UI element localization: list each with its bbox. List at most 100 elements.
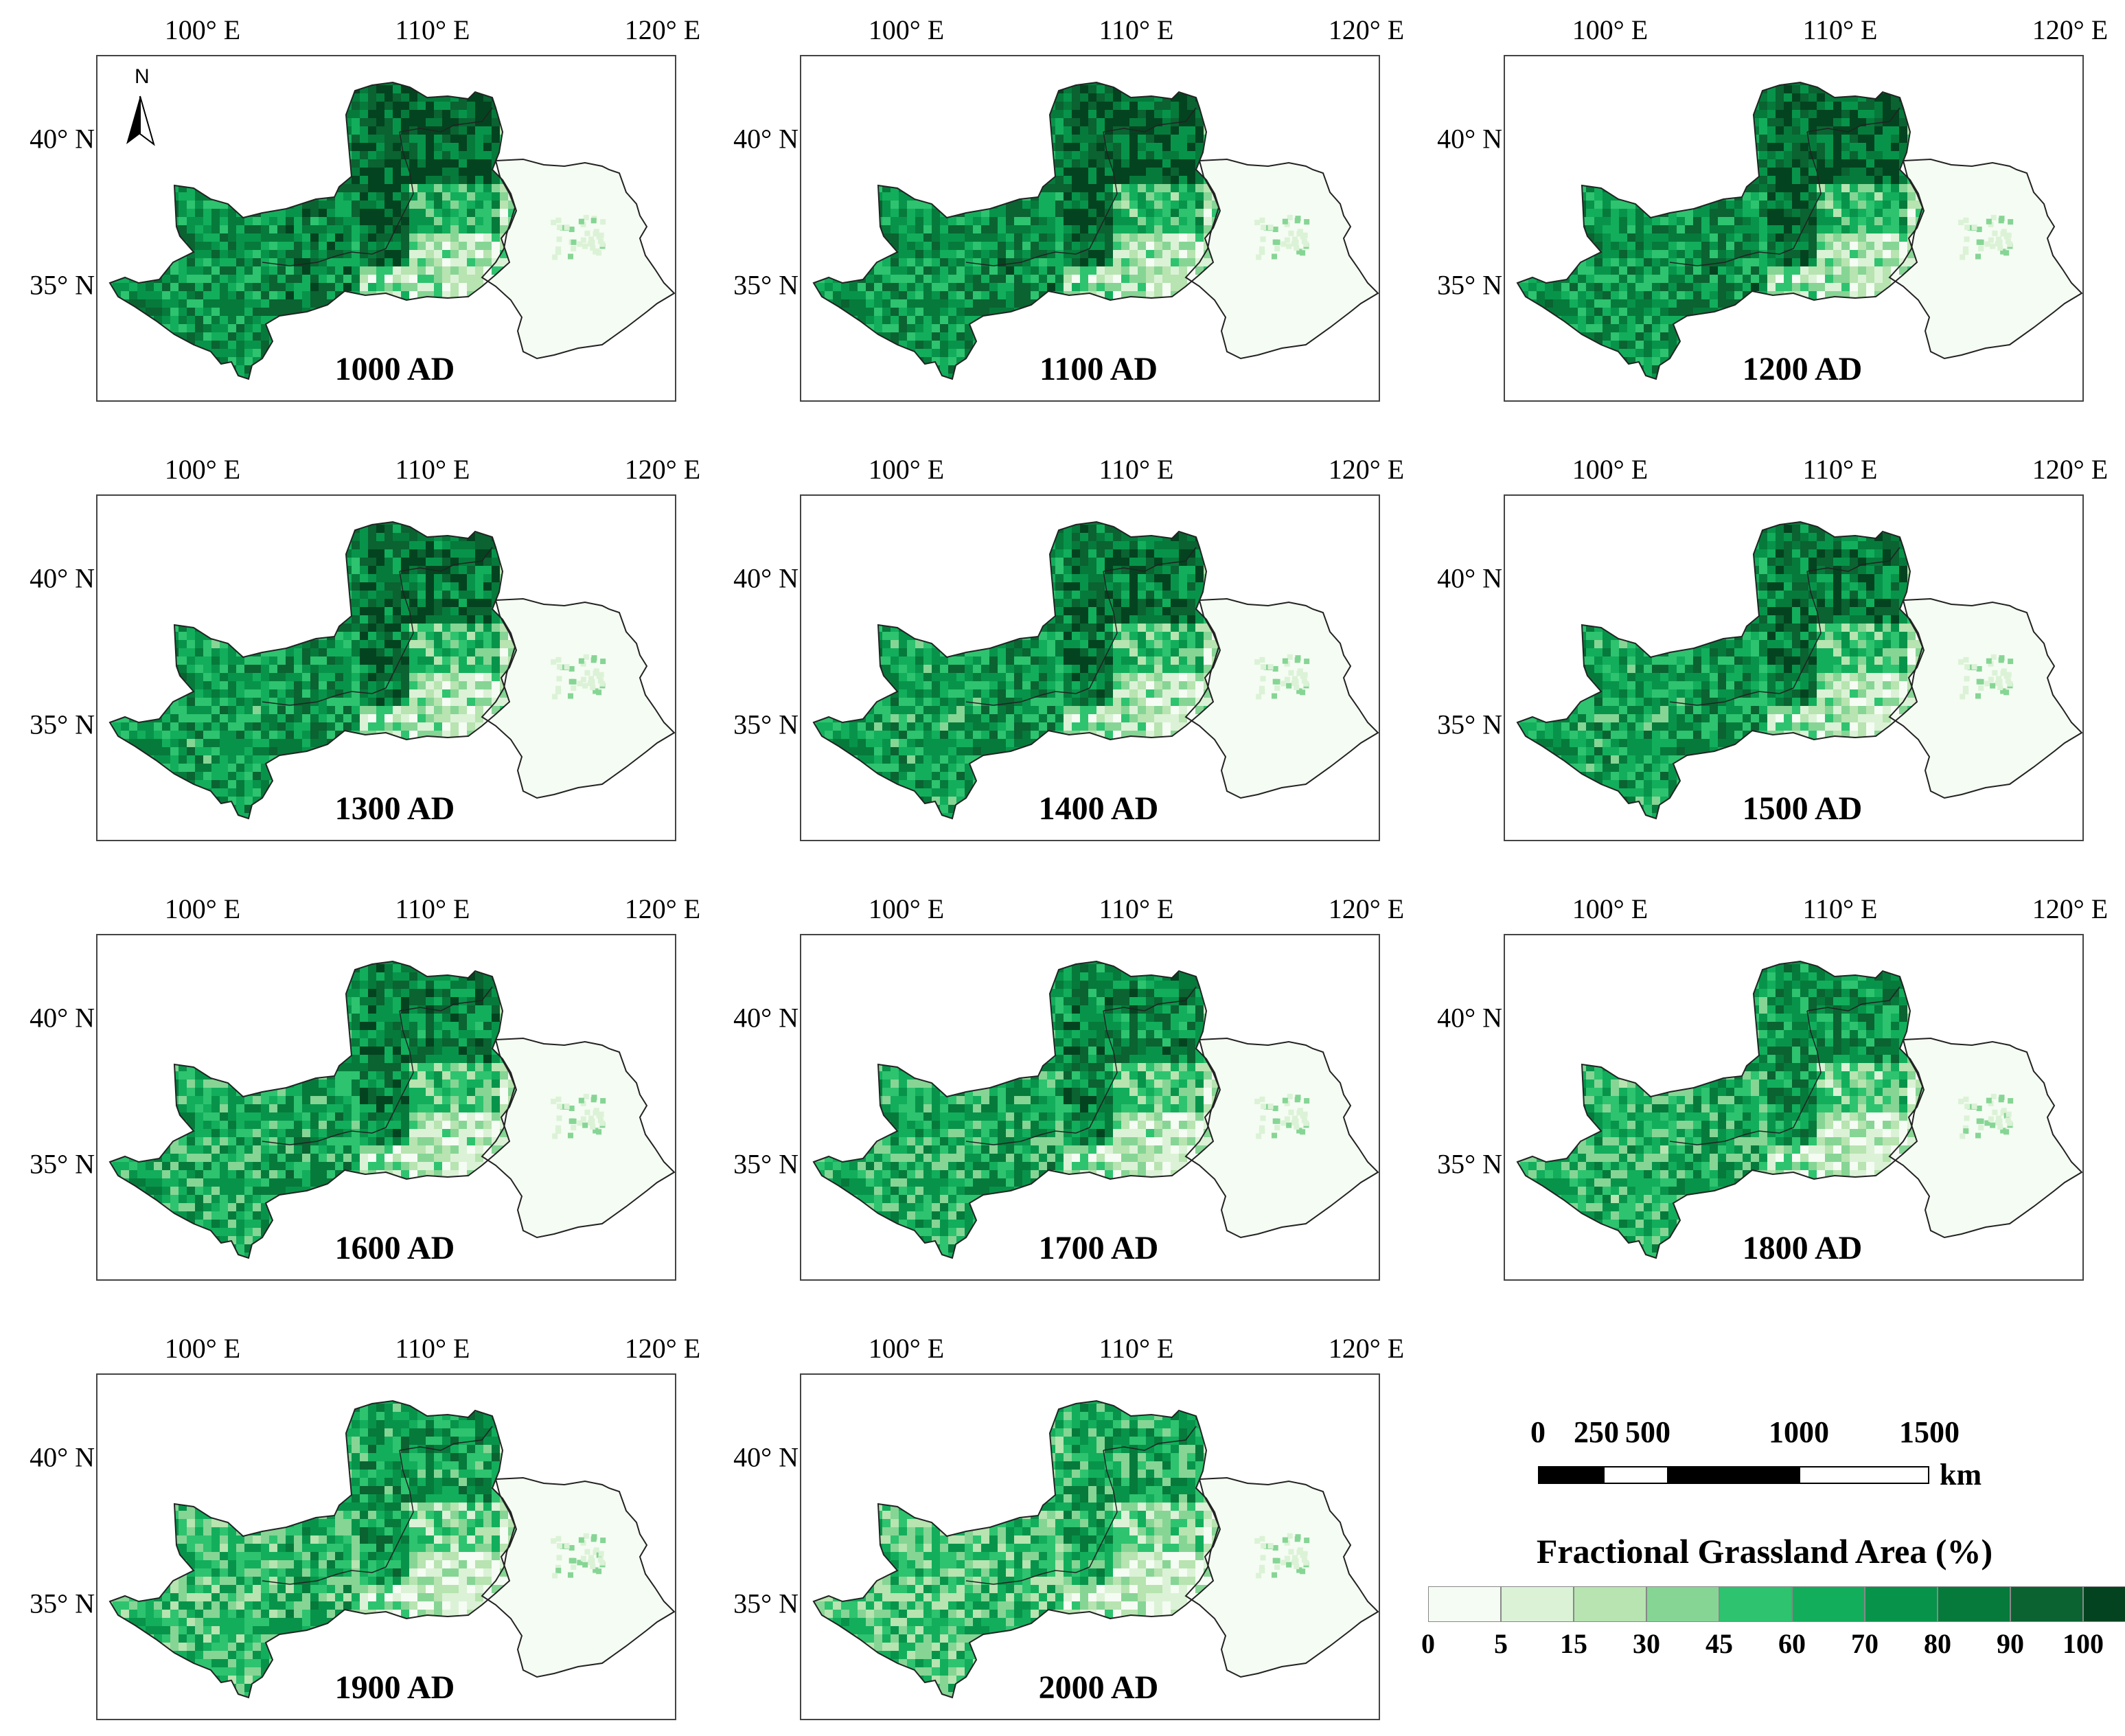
grassland-cell — [932, 332, 940, 341]
grassland-cell — [1055, 192, 1064, 201]
grassland-cell — [1121, 341, 1129, 349]
grassland-cell — [508, 85, 516, 93]
grassland-cell — [1055, 201, 1064, 209]
grassland-cell — [1154, 308, 1162, 316]
grassland-cell — [1685, 82, 1693, 85]
grassland-cell — [998, 143, 1006, 151]
grassland-cell — [1271, 253, 1277, 260]
grassland-cell — [1660, 143, 1668, 151]
y-tick-label: 40° N — [1437, 123, 1502, 155]
grassland-cell — [327, 258, 335, 266]
grassland-cell — [1874, 85, 1883, 93]
grassland-cell — [891, 135, 899, 143]
grassland-cell — [261, 192, 269, 201]
grassland-cell — [187, 168, 195, 176]
grassland-cell — [923, 308, 932, 316]
grassland-cell — [956, 135, 965, 143]
grassland-cell — [899, 382, 907, 390]
grassland-cell — [1195, 82, 1204, 85]
grassland-cell — [841, 250, 849, 258]
grassland-cell — [236, 308, 244, 316]
grassland-cell — [882, 266, 891, 275]
grassland-cell — [442, 159, 450, 168]
grassland-cell — [1652, 82, 1660, 85]
grassland-cell — [1734, 93, 1743, 102]
grassland-cell — [1088, 250, 1096, 258]
grassland-cell — [492, 233, 500, 242]
grassland-cell — [940, 233, 948, 242]
grassland-cell — [121, 316, 129, 324]
grassland-cell — [1652, 168, 1660, 176]
grassland-cell — [417, 201, 426, 209]
grassland-cell — [1014, 159, 1022, 168]
grassland-cell — [1146, 233, 1154, 242]
grassland-cell — [211, 93, 220, 102]
grassland-cell — [450, 225, 459, 233]
grassland-cell — [211, 266, 220, 275]
east-boundary — [1184, 158, 1379, 360]
grassland-cell — [277, 357, 286, 365]
grassland-cell — [849, 151, 858, 159]
grassland-cell — [1693, 209, 1701, 217]
grassland-cell — [1162, 365, 1171, 374]
grassland-cell — [492, 382, 500, 390]
grassland-cell — [948, 192, 956, 201]
grassland-cell — [973, 126, 981, 135]
grassland-cell — [146, 159, 154, 168]
grassland-cell — [162, 93, 170, 102]
grassland-cell — [940, 308, 948, 316]
grassland-cell — [1520, 151, 1528, 159]
grassland-cell — [442, 135, 450, 143]
grassland-cell — [211, 126, 220, 135]
grassland-cell — [187, 266, 195, 275]
grassland-cell — [384, 217, 393, 225]
grassland-cell — [1022, 242, 1031, 250]
grassland-cell — [981, 217, 989, 225]
grassland-cell — [393, 283, 401, 291]
grassland-cell — [376, 143, 384, 151]
grassland-cell — [1138, 82, 1146, 85]
grassland-cell — [965, 168, 973, 176]
grassland-cell — [973, 159, 981, 168]
grassland-cell — [816, 299, 825, 308]
grassland-cell — [1138, 159, 1146, 168]
grassland-cell — [253, 365, 261, 374]
grassland-cell — [220, 217, 228, 225]
grassland-cell — [1055, 135, 1064, 143]
grassland-cell — [1154, 266, 1162, 275]
grassland-cell — [179, 266, 187, 275]
grassland-cell — [932, 159, 940, 168]
grassland-cell — [409, 201, 417, 209]
grassland-raster-east — [1254, 214, 1310, 260]
grassland-cell — [1570, 192, 1578, 201]
grassland-cell — [187, 299, 195, 308]
grassland-cell — [384, 118, 393, 126]
grassland-cell — [882, 357, 891, 365]
grassland-cell — [360, 168, 368, 176]
grassland-cell — [360, 143, 368, 151]
grassland-cell — [1668, 233, 1677, 242]
grassland-cell — [110, 225, 113, 233]
grassland-cell — [417, 233, 426, 242]
grassland-cell — [1031, 233, 1039, 242]
grassland-cell — [500, 102, 508, 110]
grassland-cell — [1105, 324, 1113, 332]
grassland-cell — [1561, 85, 1570, 93]
grassland-cell — [203, 242, 211, 250]
grassland-cell — [915, 217, 923, 225]
grassland-cell — [110, 250, 113, 258]
grassland-cell — [1701, 233, 1710, 242]
grassland-cell — [261, 275, 269, 283]
grassland-cell — [442, 332, 450, 341]
grassland-cell — [1080, 258, 1088, 266]
grassland-cell — [179, 184, 187, 192]
grassland-cell — [1841, 118, 1850, 126]
grassland-cell — [154, 275, 162, 283]
grassland-cell — [459, 357, 467, 365]
grassland-cell — [1296, 249, 1302, 255]
grassland-cell — [998, 316, 1006, 324]
grassland-cell — [1220, 126, 1228, 135]
grassland-cell — [360, 93, 368, 102]
grassland-cell — [1146, 242, 1154, 250]
grassland-cell — [882, 151, 891, 159]
